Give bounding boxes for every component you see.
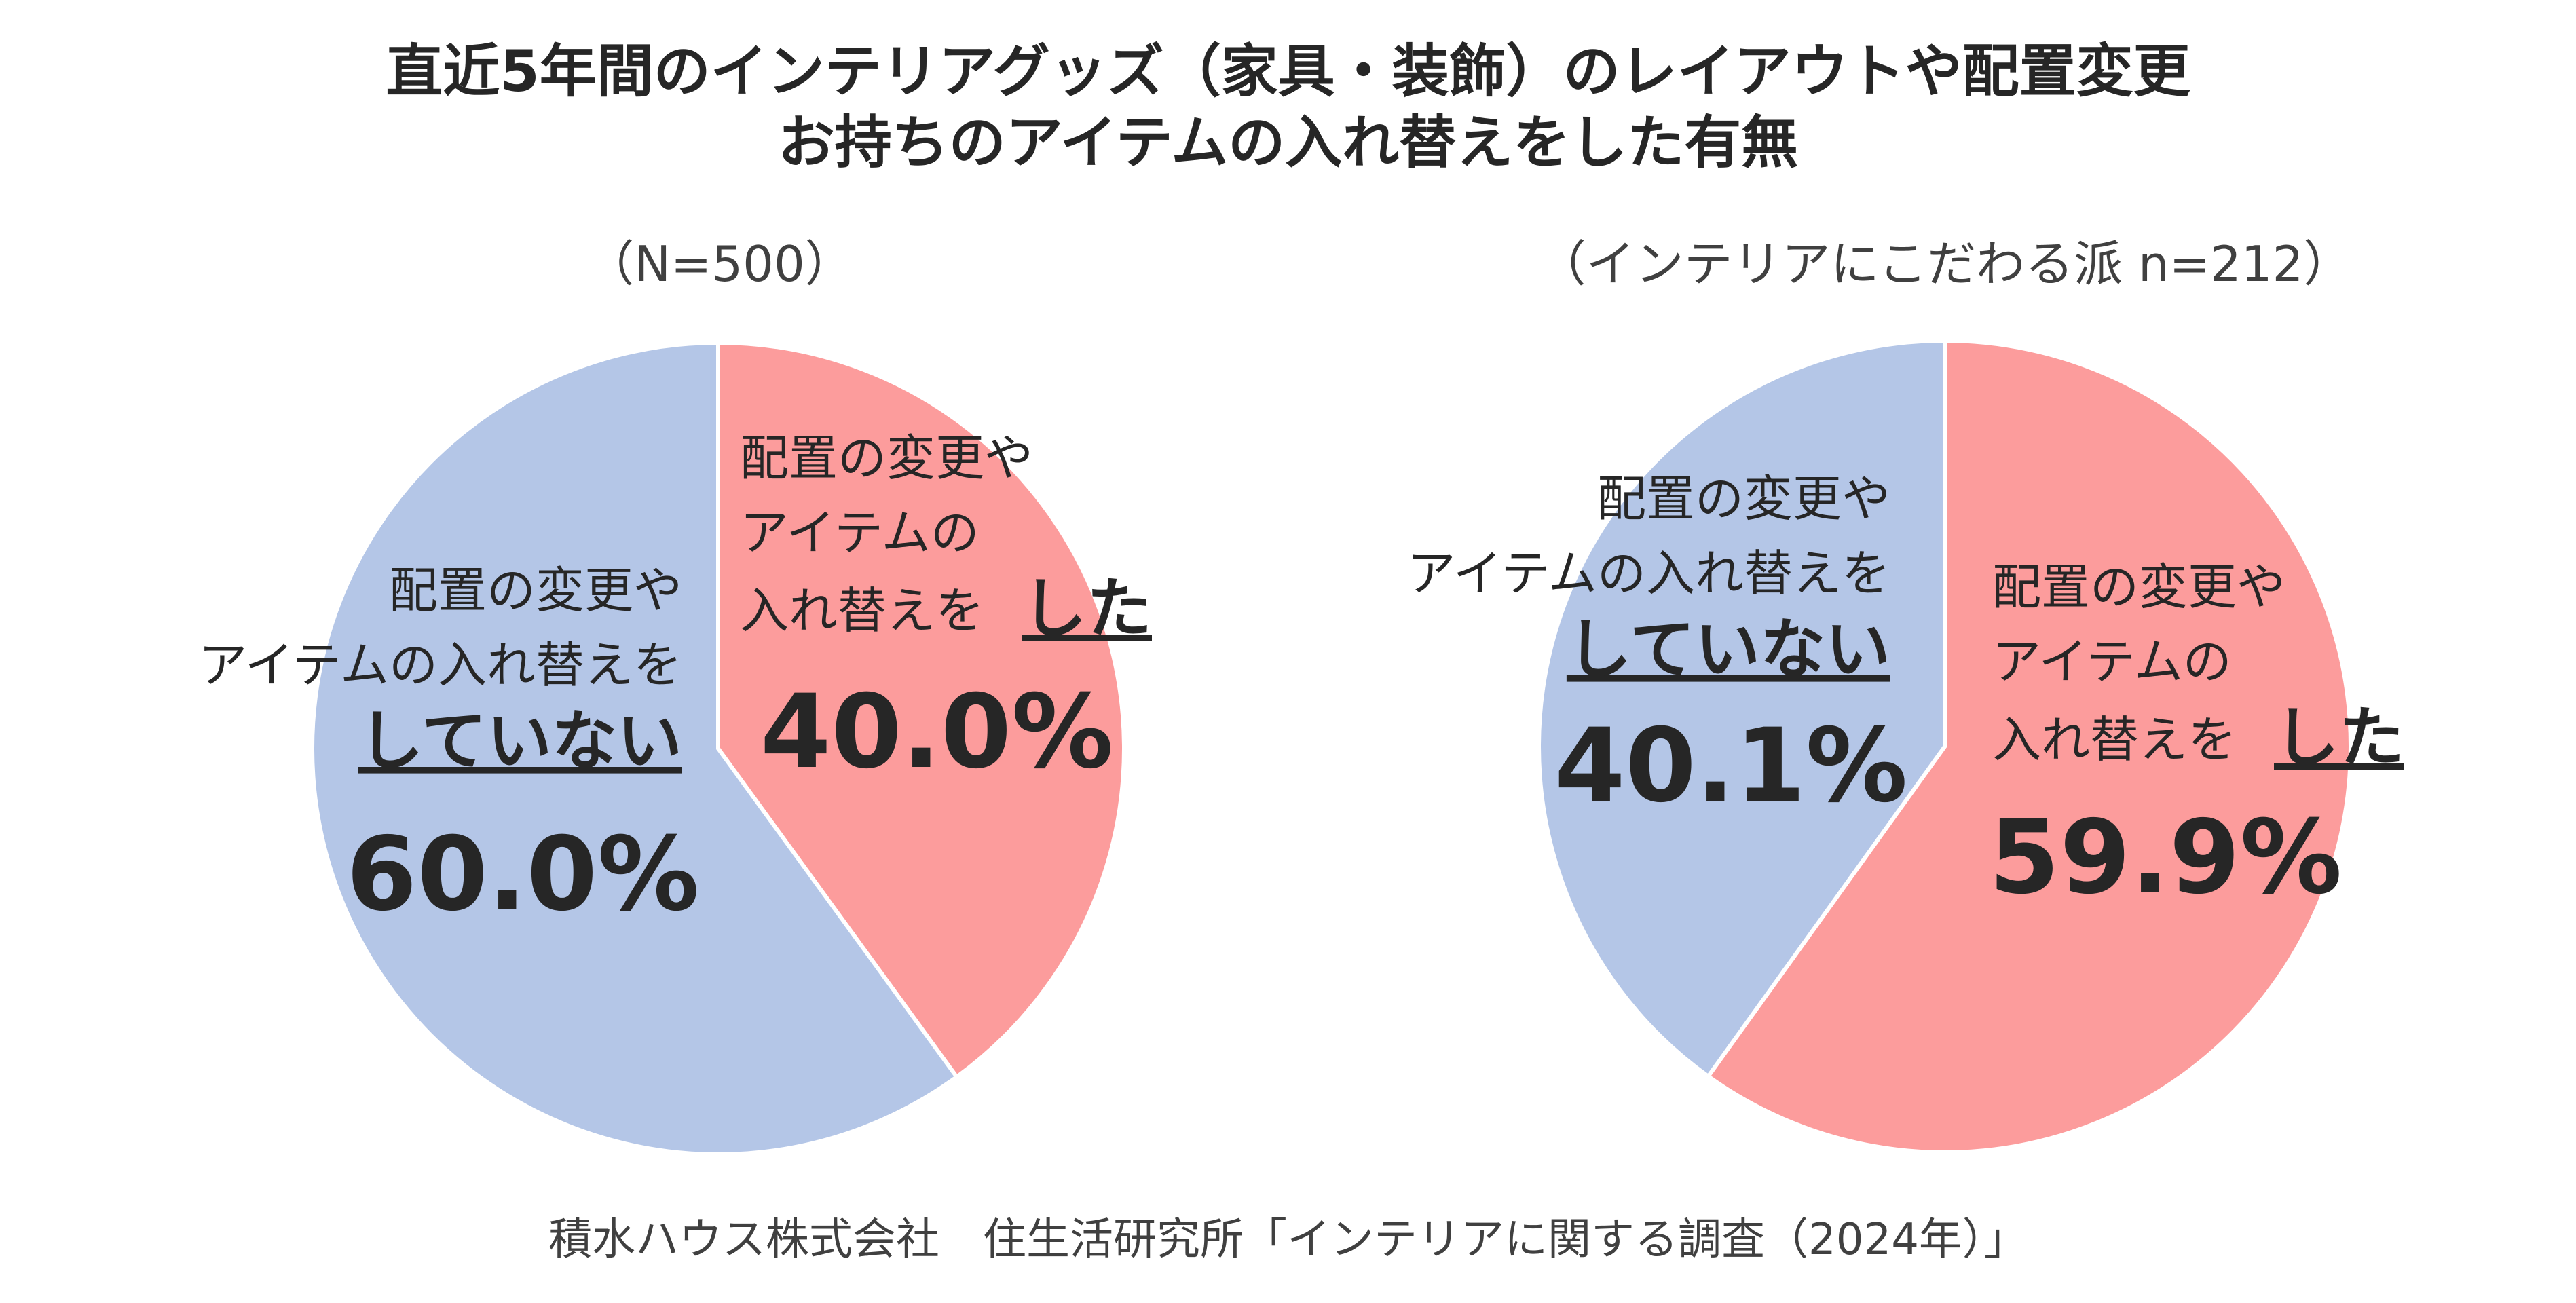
pie-slice-didnot [1537,338,1947,1080]
pie-slice-did [1705,338,2353,1154]
pie-chart-all-respondents [310,340,1126,1156]
left-didnot-percent: 60.0% [346,816,699,934]
pie-slice-did [716,340,1126,1080]
right-did-line1: 配置の変更や [1992,559,2285,616]
chart-title-line1: 直近5年間のインテリアグッズ（家具・装飾）のレイアウトや配置変更 [386,38,2190,105]
left-did-line1: 配置の変更や [740,430,1033,487]
chart-title-line2: お持ちのアイテムの入れ替えをした有無 [777,109,1799,176]
left-didnot-line2: アイテムの入れ替えを [198,637,682,694]
left-did-line2: アイテムの [740,504,979,561]
right-chart-subtitle: （インテリアにこだわる派 n=212） [1537,235,2353,292]
left-label-did: 配置の変更や アイテムの 入れ替えを した 40.0% [740,430,1152,791]
right-didnot-line1: 配置の変更や [1597,470,1890,527]
pie-slice-didnot [310,340,960,1156]
right-label-didnot: 配置の変更や アイテムの入れ替えを していない 40.1% [1406,470,1907,825]
left-didnot-emphasis: していない [358,703,682,779]
right-didnot-emphasis: していない [1567,611,1890,687]
right-did-emphasis: した [2274,700,2404,776]
left-label-didnot: 配置の変更や アイテムの入れ替えを していない 60.0% [198,562,699,934]
right-did-line3: 入れ替えを [1992,711,2237,768]
left-did-percent: 40.0% [760,673,1113,791]
right-did-percent: 59.9% [1989,799,2342,917]
source-note: 積水ハウス株式会社 住生活研究所「インテリアに関する調査（2024年）」 [548,1215,2028,1265]
right-didnot-percent: 40.1% [1554,707,1907,825]
right-didnot-line2: アイテムの入れ替えを [1406,545,1890,602]
right-label-did: 配置の変更や アイテムの 入れ替えを した 59.9% [1989,559,2404,917]
left-did-line3: 入れ替えを [740,582,984,639]
right-did-line2: アイテムの [1992,633,2232,690]
left-chart-subtitle: （N=500） [585,235,854,292]
pie-chart-interior-enthusiasts [1537,338,2353,1154]
left-didnot-line1: 配置の変更や [389,562,682,619]
left-did-emphasis: した [1022,571,1152,647]
